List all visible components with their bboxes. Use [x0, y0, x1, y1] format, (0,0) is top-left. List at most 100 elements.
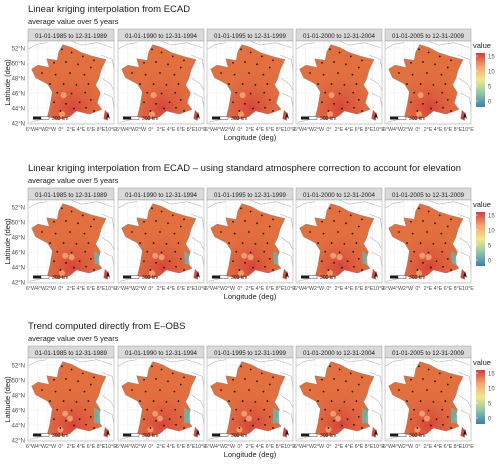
- x-tick-label: 8°E: [365, 286, 374, 292]
- corsica-map: [371, 268, 377, 280]
- massif-central-shade: [57, 426, 64, 433]
- scale-bar-label: 300 km: [231, 116, 247, 122]
- country-border: [100, 371, 115, 388]
- corsica-map: [103, 268, 109, 280]
- x-tick-label: 10°E: [284, 286, 296, 292]
- scale-bar-label: 300 km: [320, 433, 336, 439]
- station-point: [321, 418, 323, 421]
- station-point: [54, 73, 57, 76]
- station-point: [254, 83, 257, 86]
- scale-bar-label: 300 km: [52, 433, 68, 439]
- station-point: [446, 98, 449, 101]
- massif-central-shade: [328, 92, 335, 99]
- massif-central-shade: [330, 410, 337, 417]
- station-point: [260, 55, 263, 58]
- x-tick-label: 8°E: [276, 127, 285, 133]
- x-tick-label: 4°W: [215, 286, 226, 292]
- station-point: [440, 73, 443, 76]
- alps-cool-region: [273, 407, 280, 424]
- station-point: [398, 389, 400, 391]
- station-point: [327, 427, 330, 429]
- x-tick-label: 2°W: [225, 444, 236, 450]
- x-tick-label: 6°E: [177, 444, 186, 450]
- legend-tick-label: 10: [488, 229, 495, 235]
- country-border: [457, 371, 472, 388]
- y-tick-label: 52°N: [12, 206, 25, 212]
- country-border: [368, 213, 383, 230]
- station-point: [155, 419, 157, 422]
- station-point: [93, 218, 95, 221]
- station-point: [146, 250, 149, 253]
- station-point: [139, 242, 141, 244]
- x-tick-label: 8°E: [454, 127, 463, 133]
- warm-region: [121, 44, 196, 120]
- station-point: [418, 207, 420, 210]
- legend-tick-label: 5: [488, 244, 492, 250]
- north-arrow-icon: [196, 271, 200, 278]
- legend-tick-label: 5: [488, 402, 492, 408]
- massif-central-shade: [414, 426, 421, 433]
- facet-panel: 01-01-1995 to 12-31-1999 300 km 6°W 4°W 2°W 0…: [205, 28, 296, 133]
- station-point: [139, 83, 141, 85]
- warm-region: [388, 361, 463, 437]
- massif-central-shade: [327, 270, 333, 277]
- x-tick-label: 4°W: [36, 286, 47, 292]
- station-point: [413, 408, 416, 411]
- country-border: [193, 410, 205, 425]
- station-point: [398, 231, 400, 233]
- facet-panel: 01-01-2000 to 12-31-2004 300 km 6°W 4°W 2°W 0…: [294, 345, 385, 450]
- station-point: [183, 59, 185, 62]
- y-tick-label: 46°N: [12, 92, 25, 98]
- station-point: [355, 83, 358, 85]
- x-tick-label: 4°E: [77, 444, 86, 450]
- station-point: [341, 266, 343, 269]
- country-border: [282, 410, 294, 425]
- station-point: [93, 376, 95, 379]
- country-border: [249, 40, 292, 48]
- station-point: [266, 400, 269, 402]
- warm-region: [299, 44, 374, 120]
- x-tick-label: 6°W: [116, 444, 127, 450]
- station-point: [59, 110, 62, 112]
- station-point: [416, 427, 419, 429]
- station-point: [146, 91, 149, 94]
- station-point: [149, 269, 152, 271]
- warm-region: [210, 361, 285, 437]
- scale-bar-label: 300 km: [320, 116, 336, 122]
- station-point: [75, 400, 78, 403]
- country-border: [368, 54, 383, 71]
- facet-panel: 01-01-1995 to 12-31-1999 300 km 6°W 4°W 2°W 0…: [205, 187, 296, 292]
- station-point: [89, 383, 92, 386]
- country-border: [191, 395, 205, 408]
- massif-central-shade: [417, 92, 424, 99]
- station-point: [357, 98, 360, 101]
- x-tick-label: 6°E: [87, 286, 96, 292]
- station-point: [252, 266, 254, 269]
- country-border: [27, 359, 47, 367]
- scale-bar-light: [219, 433, 229, 437]
- station-point: [78, 418, 81, 421]
- station-point: [139, 400, 141, 402]
- x-tick-label: 6°E: [177, 286, 186, 292]
- x-tick-label: 4°E: [345, 127, 354, 133]
- station-point: [263, 91, 266, 94]
- corsica-map: [282, 426, 288, 438]
- station-point: [329, 365, 331, 368]
- station-point: [240, 365, 242, 368]
- station-point: [410, 220, 412, 223]
- x-tick-label: 10°E: [462, 286, 474, 292]
- x-tick-label: 0°: [148, 127, 153, 133]
- chart-subtitle: average value over 5 years: [28, 17, 119, 26]
- x-axis-label: Longitude (deg): [224, 450, 277, 459]
- y-tick-label: 44°N: [12, 107, 25, 113]
- x-tick-label: 6°W: [26, 286, 37, 292]
- station-point: [272, 269, 274, 271]
- chart-subtitle: average value over 5 years: [28, 176, 119, 185]
- station-point: [87, 242, 90, 244]
- x-tick-label: 8°E: [97, 127, 106, 133]
- country-border: [100, 213, 115, 230]
- station-point: [450, 218, 452, 221]
- station-point: [264, 106, 266, 109]
- station-point: [434, 63, 436, 66]
- station-point: [268, 383, 271, 386]
